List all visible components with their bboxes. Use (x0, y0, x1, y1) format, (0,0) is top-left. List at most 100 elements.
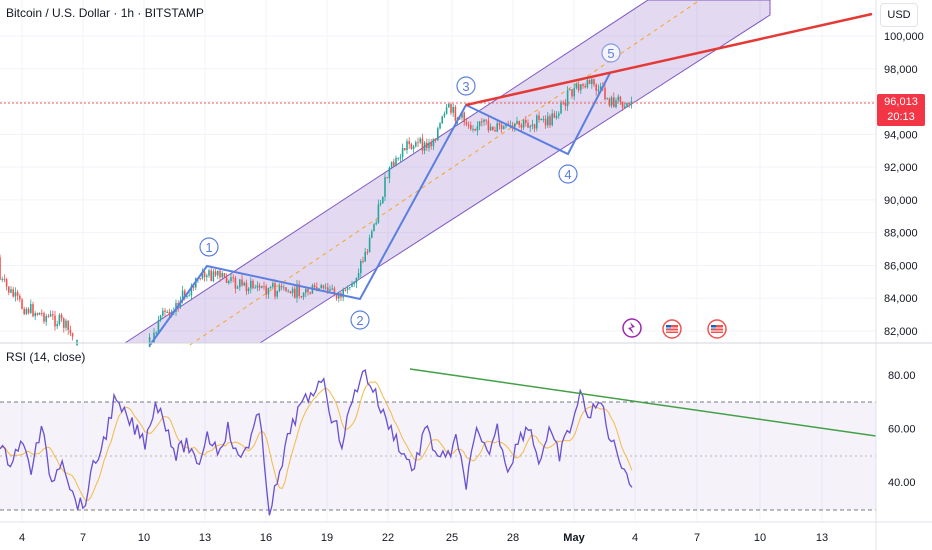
flash-event-icon[interactable] (622, 318, 642, 338)
candle (245, 282, 248, 292)
us-flag-event-icon[interactable] (707, 319, 727, 339)
candle (1, 278, 3, 280)
candle (544, 118, 547, 126)
time-tick-label: May (563, 532, 585, 544)
candle (208, 270, 210, 276)
time-tick-label: 7 (80, 532, 86, 544)
candle (294, 288, 296, 298)
symbol-title[interactable]: Bitcoin / U.S. Dollar · 1h · BITSTAMP (6, 6, 204, 20)
candle (397, 157, 399, 159)
candle (289, 291, 292, 294)
candle (518, 121, 520, 126)
us-flag-event-icon[interactable] (662, 319, 682, 339)
candle (14, 292, 17, 297)
candle (324, 287, 327, 289)
candle (21, 299, 23, 309)
candle (54, 315, 56, 327)
candle (364, 251, 366, 262)
wave-label-4: 4 (558, 164, 578, 184)
candle (254, 287, 256, 289)
candle (250, 280, 252, 289)
candle (384, 177, 386, 197)
candle (210, 270, 212, 281)
svg-text:1: 1 (205, 240, 212, 255)
candle (67, 320, 69, 330)
candle (401, 148, 404, 158)
rsi-tick-label: 60.00 (888, 424, 916, 436)
rsi-title[interactable]: RSI (14, close) (6, 350, 86, 364)
candle (577, 84, 580, 91)
candle (516, 121, 518, 124)
candle (608, 98, 611, 106)
last-price-label: 96,013 20:13 (877, 94, 925, 126)
candle (522, 120, 525, 128)
time-tick-label: 10 (138, 532, 150, 544)
wave-label-1: 1 (199, 237, 219, 257)
svg-text:2: 2 (356, 313, 363, 328)
candle (221, 273, 223, 278)
candle (247, 288, 250, 292)
candle (305, 289, 307, 293)
candle (291, 288, 294, 294)
candle (32, 304, 34, 317)
candle (58, 314, 61, 325)
candle (217, 270, 219, 276)
price-axis[interactable]: 82,000 84,000 86,000 88,000 90,000 92,000 94,0… (884, 31, 924, 338)
candle (243, 282, 245, 286)
candle (280, 285, 283, 288)
candle (463, 112, 465, 123)
candle (624, 106, 626, 108)
candle (12, 289, 14, 297)
candle (615, 100, 617, 108)
candle (353, 283, 355, 285)
candle (432, 138, 435, 147)
time-tick-label: 10 (754, 532, 766, 544)
candle (155, 332, 157, 334)
candle (335, 294, 338, 299)
price-tick-label: 86,000 (884, 260, 918, 272)
candle (404, 148, 406, 151)
candle (230, 277, 232, 281)
currency-button[interactable]: USD (880, 3, 918, 27)
candle (514, 123, 516, 127)
candle (560, 102, 562, 114)
rsi-ma-line (0, 381, 633, 501)
candle (307, 289, 309, 293)
candle (357, 273, 360, 278)
candle (188, 295, 190, 297)
candle (225, 277, 228, 284)
candle (540, 119, 542, 121)
candle (511, 125, 514, 127)
candle (313, 285, 316, 288)
candle (591, 79, 593, 85)
rsi-axis[interactable]: 40.00 60.00 80.00 (888, 370, 916, 489)
price-tick-label: 84,000 (884, 293, 918, 305)
candle (355, 277, 358, 284)
wave-label-2: 2 (350, 310, 370, 330)
time-axis[interactable]: 4 7 10 13 16 19 22 25 28 May 4 7 10 13 (19, 532, 828, 544)
price-channel (123, 0, 771, 344)
time-tick-label: 13 (816, 532, 828, 544)
candle (27, 308, 30, 313)
candle (597, 89, 600, 91)
svg-text:3: 3 (462, 79, 469, 94)
elliott-wave-lines (149, 72, 611, 346)
candle (60, 314, 63, 319)
candle (377, 204, 380, 223)
candle (252, 280, 254, 288)
candle (630, 101, 633, 105)
candle (470, 125, 472, 129)
candle (599, 86, 602, 90)
candle (366, 251, 369, 253)
candle (569, 89, 571, 91)
candle (566, 90, 569, 107)
candle (63, 318, 65, 328)
candle (492, 126, 494, 131)
candle (157, 320, 160, 333)
candle (181, 290, 184, 301)
candles (0, 77, 633, 348)
candle (386, 177, 388, 179)
candle (373, 224, 375, 232)
candle (320, 285, 322, 289)
